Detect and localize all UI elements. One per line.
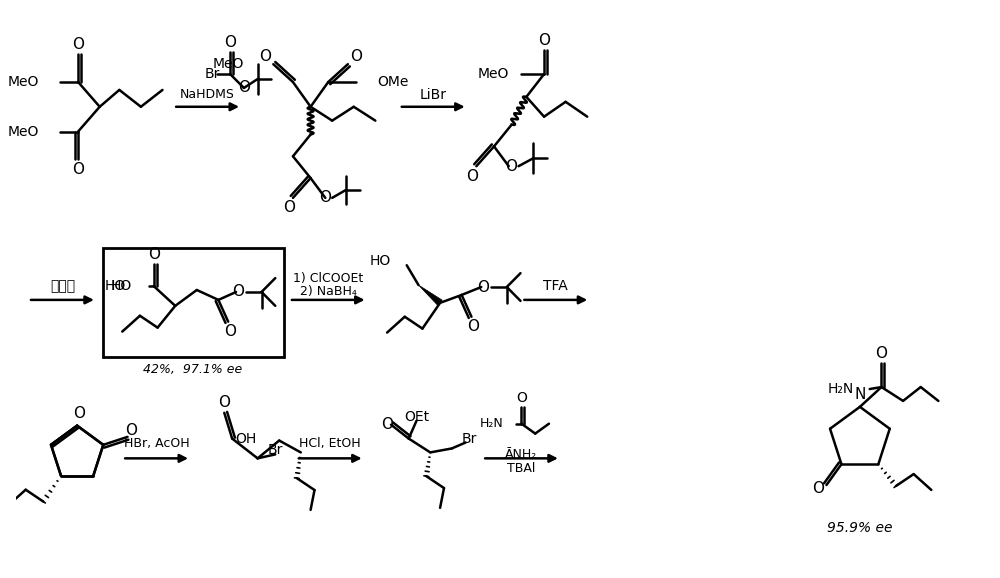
Text: TBAl: TBAl: [507, 462, 536, 475]
Text: HO: HO: [111, 279, 132, 293]
Text: O: O: [466, 169, 478, 184]
Text: 42%,  97.1% ee: 42%, 97.1% ee: [143, 363, 243, 376]
Text: TFA: TFA: [543, 279, 568, 293]
Text: 95.9% ee: 95.9% ee: [827, 521, 893, 535]
Text: ĀNH₂: ĀNH₂: [505, 448, 538, 461]
Text: HCl, EtOH: HCl, EtOH: [299, 437, 361, 450]
Text: Br: Br: [462, 432, 477, 446]
Text: O: O: [283, 201, 295, 215]
Text: Br: Br: [205, 67, 220, 81]
Text: HO: HO: [370, 254, 391, 268]
Text: O: O: [72, 37, 84, 52]
Text: HO: HO: [105, 279, 126, 293]
Text: O: O: [350, 49, 362, 64]
Text: 醂催化: 醂催化: [50, 279, 75, 293]
Text: HBr, AcOH: HBr, AcOH: [124, 437, 189, 450]
Text: 1) ClCOOEt: 1) ClCOOEt: [293, 272, 363, 284]
Text: O: O: [259, 49, 271, 64]
Text: O: O: [381, 417, 393, 432]
Text: O: O: [232, 284, 244, 299]
Text: O: O: [224, 324, 236, 339]
Text: O: O: [875, 346, 887, 361]
Text: O: O: [224, 35, 236, 50]
Text: O: O: [505, 159, 517, 174]
Text: O: O: [516, 391, 527, 405]
Text: O: O: [538, 33, 550, 48]
Text: OH: OH: [235, 432, 256, 446]
Polygon shape: [418, 285, 442, 306]
Text: MeO: MeO: [8, 124, 39, 139]
Text: O: O: [477, 280, 489, 295]
Text: O: O: [319, 190, 331, 205]
Text: H₂N: H₂N: [828, 382, 854, 396]
Text: O: O: [467, 319, 479, 334]
Text: OEt: OEt: [404, 410, 429, 424]
Bar: [103, 249, 284, 357]
Text: Br: Br: [268, 443, 283, 457]
Text: O: O: [125, 424, 137, 439]
Text: OMe: OMe: [377, 75, 409, 89]
Text: MeO: MeO: [477, 67, 509, 81]
Text: NaHDMS: NaHDMS: [180, 88, 235, 101]
Text: 2) NaBH₄: 2) NaBH₄: [300, 286, 357, 298]
Text: O: O: [148, 247, 160, 262]
Text: O: O: [218, 395, 230, 410]
Text: MeO: MeO: [213, 57, 244, 71]
Text: O: O: [73, 406, 85, 421]
Text: H₂N: H₂N: [480, 417, 504, 430]
Text: O: O: [72, 162, 84, 177]
Text: O: O: [813, 481, 825, 497]
Text: N: N: [854, 387, 866, 402]
Text: MeO: MeO: [8, 75, 39, 89]
Text: LiBr: LiBr: [420, 88, 447, 102]
Text: O: O: [238, 80, 250, 95]
